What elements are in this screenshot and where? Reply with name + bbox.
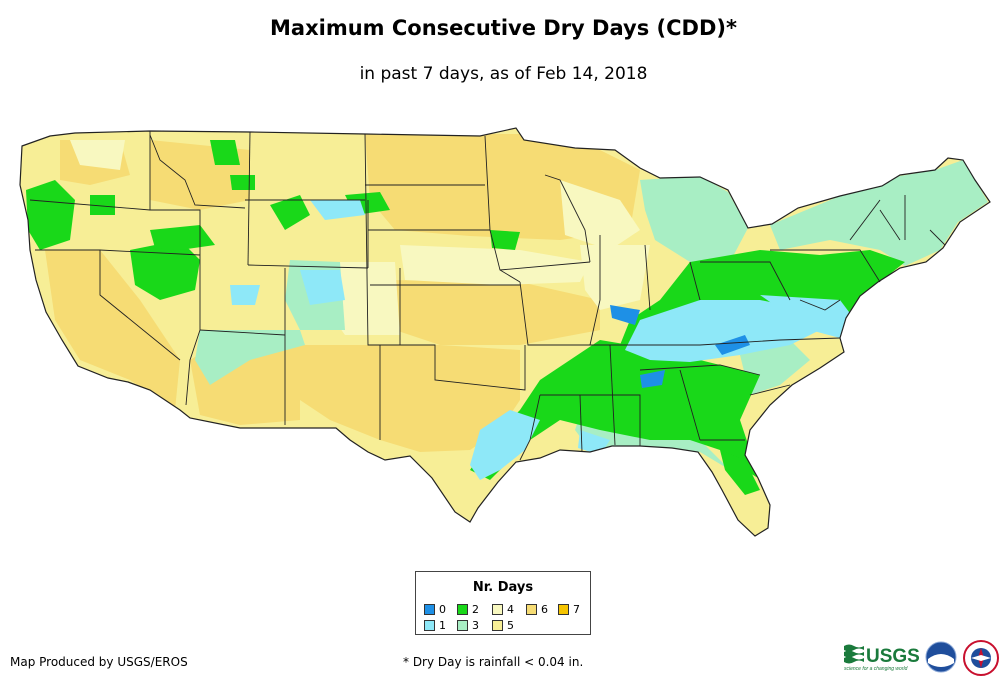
legend-swatch-7 xyxy=(558,603,569,615)
noaa-logo xyxy=(925,641,957,673)
legend-swatch-0 xyxy=(424,603,435,615)
svg-text:science for a changing world: science for a changing world xyxy=(844,666,908,672)
legend: Nr. Days 0 1 2 3 4 5 6 7 xyxy=(415,571,591,635)
legend-swatch-5 xyxy=(492,619,503,631)
legend-item-2: 2 xyxy=(457,603,479,616)
map-subtitle: in past 7 days, as of Feb 14, 2018 xyxy=(359,64,648,84)
usgs-logo: USGS science for a changing world xyxy=(844,644,919,672)
us-dry-days-map xyxy=(19,127,991,537)
map-credit: Map Produced by USGS/EROS xyxy=(10,655,188,669)
legend-swatch-6 xyxy=(526,603,537,615)
nws-logo xyxy=(963,640,999,676)
map-title: Maximum Consecutive Dry Days (CDD)* xyxy=(270,16,737,40)
legend-swatch-4 xyxy=(492,603,503,615)
state-borders xyxy=(19,127,991,537)
zone-0-days xyxy=(610,305,750,388)
legend-item-5: 5 xyxy=(492,619,514,632)
legend-swatch-3 xyxy=(457,619,468,631)
dry-day-footnote: * Dry Day is rainfall < 0.04 in. xyxy=(403,655,584,669)
legend-item-6: 6 xyxy=(526,603,548,616)
svg-text:USGS: USGS xyxy=(866,646,919,667)
legend-item-7: 7 xyxy=(558,603,580,616)
legend-item-0: 0 xyxy=(424,603,446,616)
legend-title: Nr. Days xyxy=(472,580,534,595)
legend-item-1: 1 xyxy=(424,619,446,632)
legend-swatch-2 xyxy=(457,603,468,615)
legend-item-4: 4 xyxy=(492,603,514,616)
legend-item-3: 3 xyxy=(457,619,479,632)
legend-swatch-1 xyxy=(424,619,435,631)
